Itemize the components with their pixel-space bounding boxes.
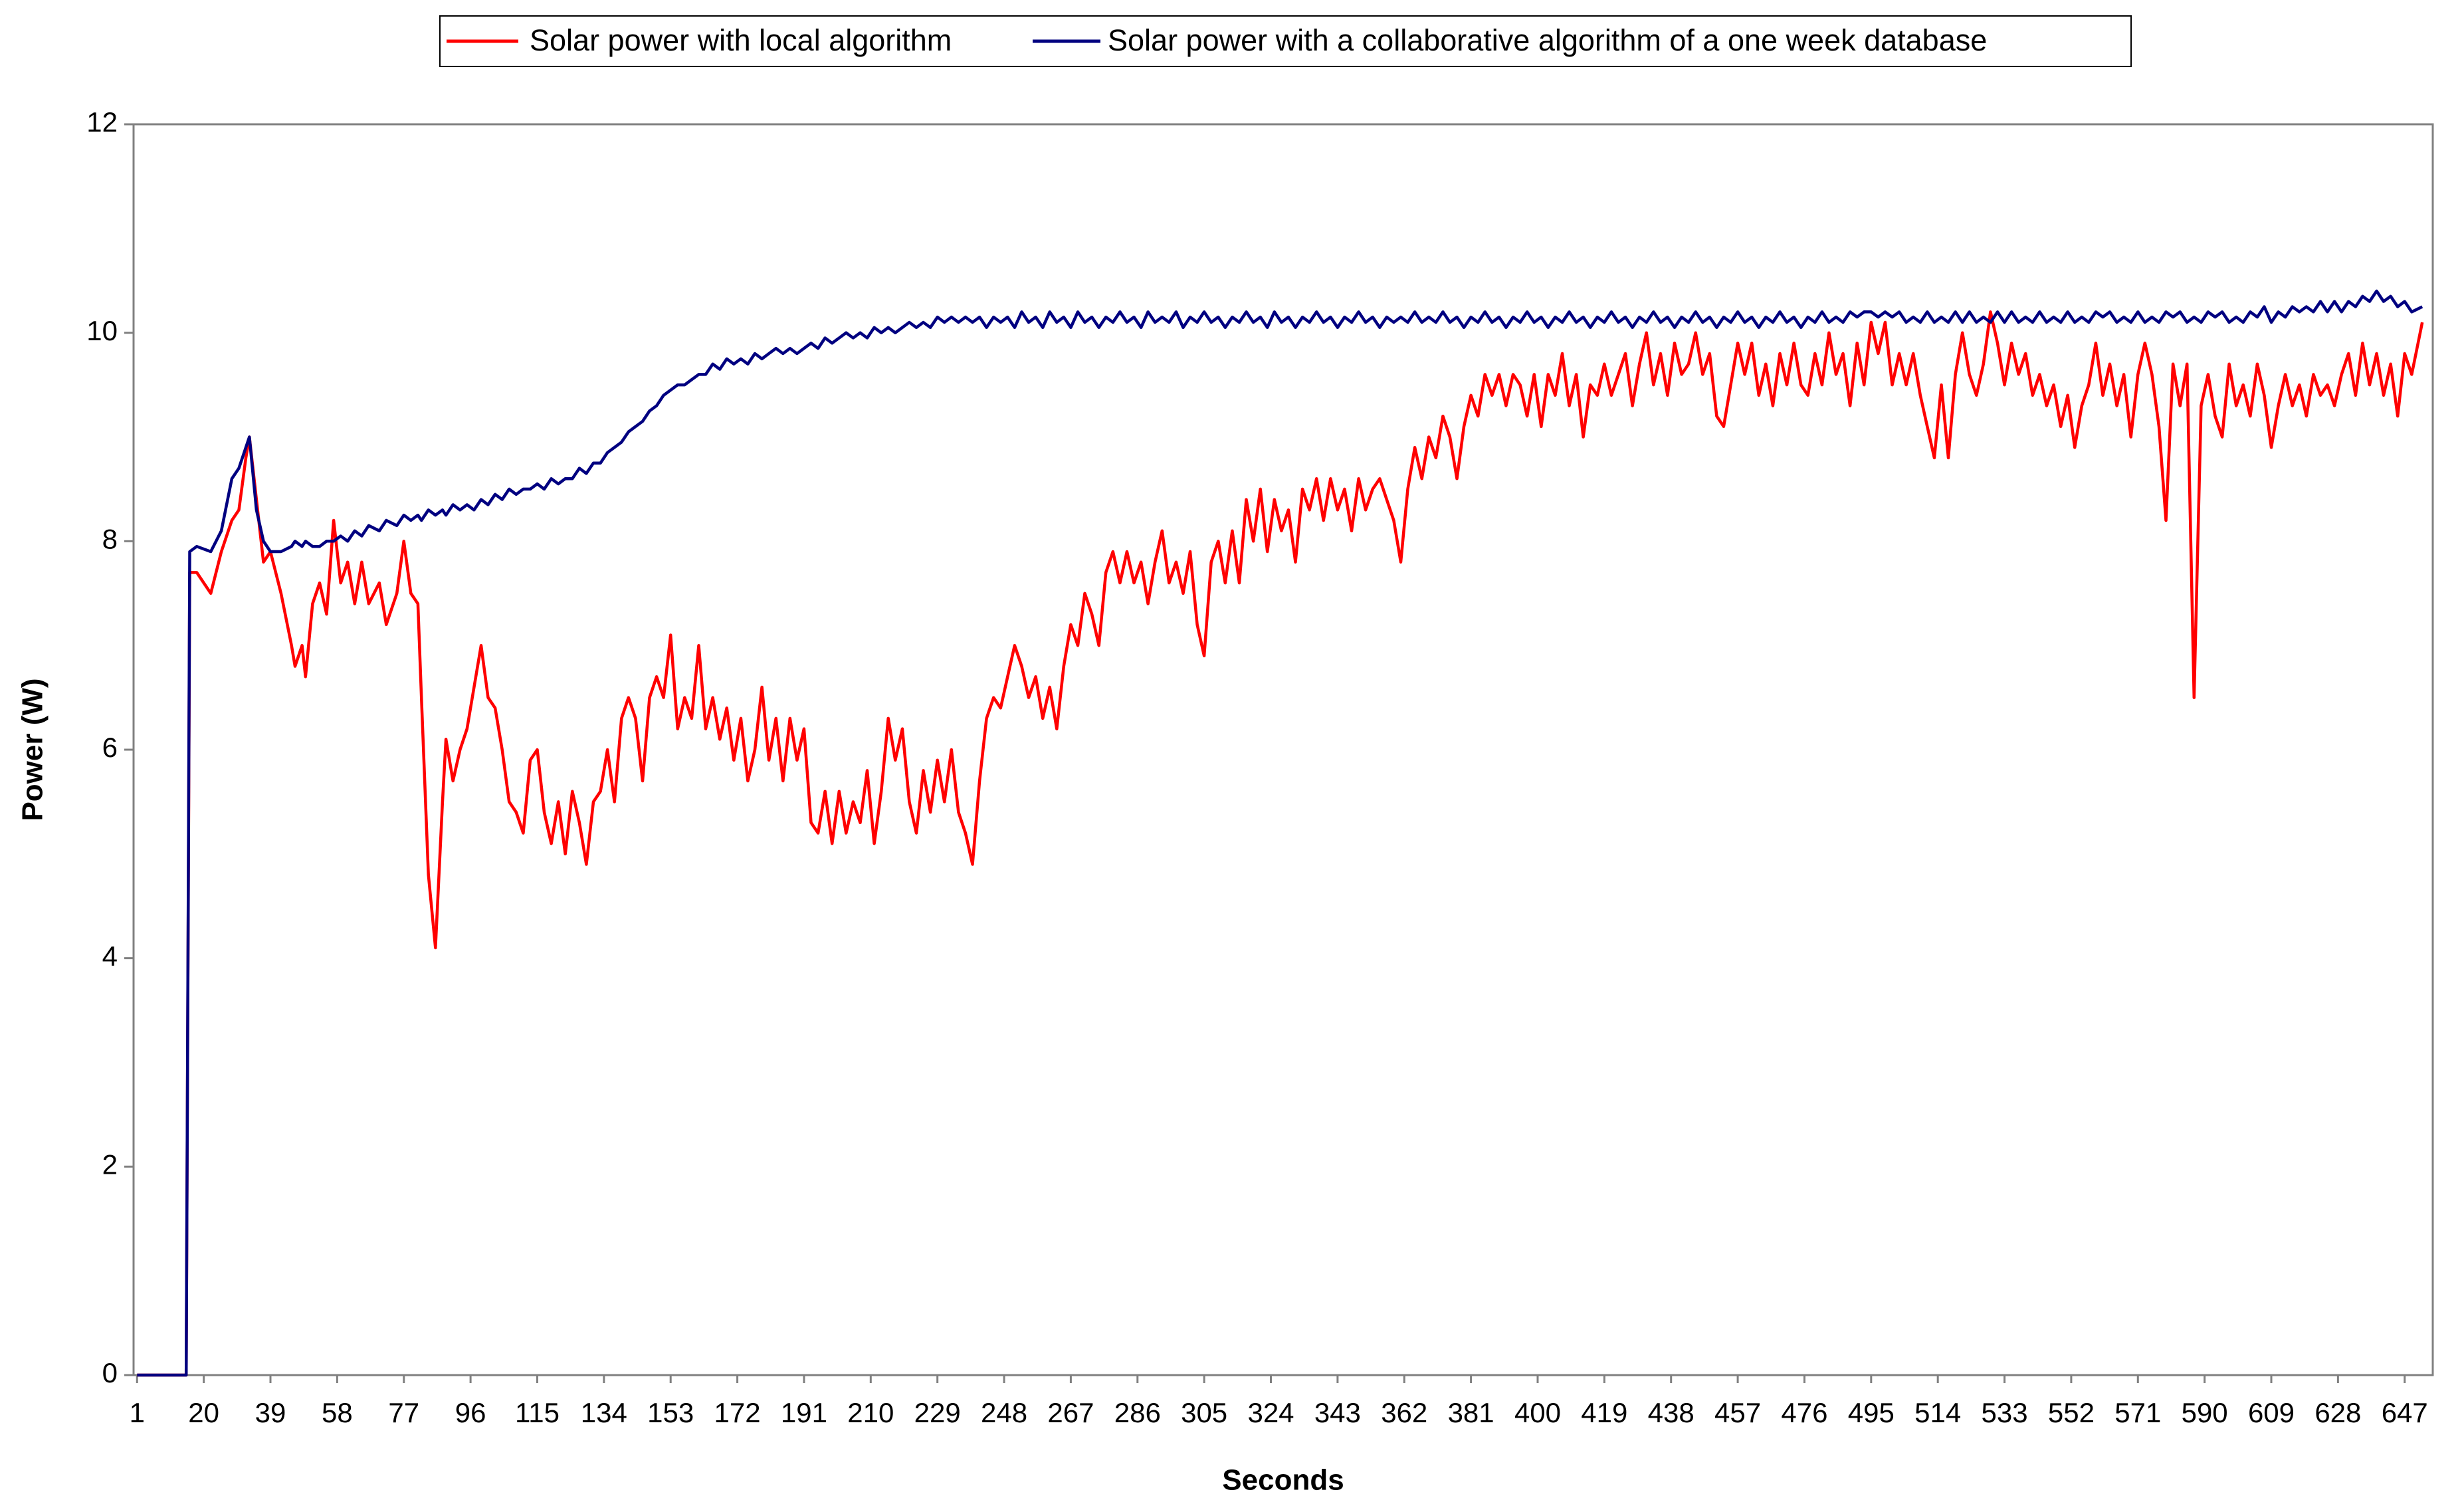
y-tick-label: 2 [102, 1148, 118, 1180]
x-tick-label: 609 [2248, 1397, 2295, 1428]
x-tick-label: 457 [1714, 1397, 1761, 1428]
x-tick-label: 77 [388, 1397, 419, 1428]
x-tick-label: 590 [2182, 1397, 2228, 1428]
x-tick-label: 476 [1781, 1397, 1827, 1428]
x-tick-label: 96 [455, 1397, 486, 1428]
x-tick-label: 172 [714, 1397, 761, 1428]
x-tick-label: 286 [1114, 1397, 1161, 1428]
x-tick-label: 210 [847, 1397, 894, 1428]
x-tick-label: 514 [1914, 1397, 1961, 1428]
legend-label: Solar power with local algorithm [530, 23, 952, 57]
series-line [137, 310, 2424, 1377]
y-tick-label: 6 [102, 732, 118, 763]
x-tick-label: 1 [130, 1397, 145, 1428]
legend-box [439, 15, 2132, 67]
x-tick-label: 39 [255, 1397, 286, 1428]
y-tick-label: 8 [102, 523, 118, 554]
x-tick-label: 628 [2314, 1397, 2361, 1428]
x-tick-label: 533 [1982, 1397, 2028, 1428]
x-tick-label: 362 [1381, 1397, 1427, 1428]
x-tick-label: 324 [1247, 1397, 1294, 1428]
x-tick-label: 400 [1514, 1397, 1561, 1428]
y-tick-label: 4 [102, 940, 118, 972]
x-tick-label: 552 [2048, 1397, 2095, 1428]
y-axis-label: Power (W) [17, 678, 49, 821]
x-tick-label: 438 [1648, 1397, 1694, 1428]
y-tick-label: 10 [86, 315, 118, 346]
x-tick-label: 419 [1581, 1397, 1627, 1428]
x-tick-label: 58 [322, 1397, 353, 1428]
x-tick-label: 381 [1448, 1397, 1494, 1428]
x-tick-label: 191 [781, 1397, 827, 1428]
x-tick-label: 571 [2114, 1397, 2161, 1428]
y-tick-label: 0 [102, 1357, 118, 1388]
x-tick-label: 229 [914, 1397, 961, 1428]
x-tick-label: 248 [981, 1397, 1027, 1428]
x-tick-label: 20 [188, 1397, 219, 1428]
x-tick-label: 153 [647, 1397, 694, 1428]
x-tick-label: 267 [1047, 1397, 1094, 1428]
plot-area [132, 123, 2434, 1376]
series-line [137, 289, 2423, 1377]
x-tick-label: 305 [1181, 1397, 1227, 1428]
y-tick-label: 12 [86, 106, 118, 138]
x-tick-label: 115 [515, 1397, 560, 1428]
x-tick-label: 647 [2382, 1397, 2428, 1428]
x-axis-label: Seconds [1222, 1464, 1344, 1497]
x-tick-label: 495 [1848, 1397, 1895, 1428]
x-tick-label: 134 [581, 1397, 627, 1428]
x-tick-label: 343 [1314, 1397, 1361, 1428]
legend-label: Solar power with a collaborative algorit… [1108, 23, 1987, 57]
